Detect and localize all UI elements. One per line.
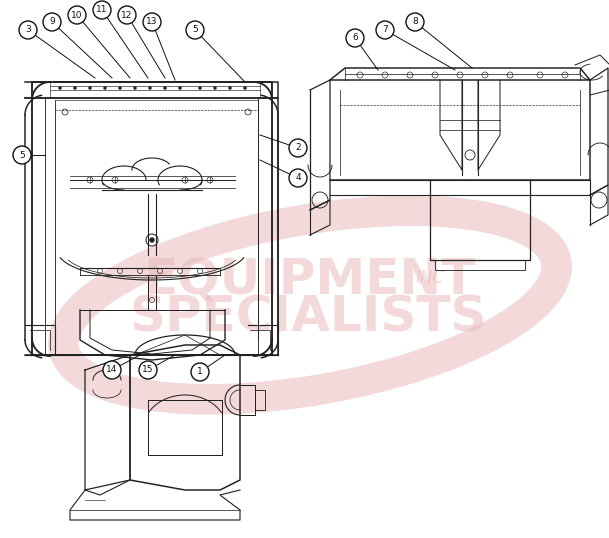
Text: 8: 8 (412, 18, 418, 26)
Text: 5: 5 (192, 25, 198, 34)
Text: 4: 4 (295, 173, 301, 182)
Circle shape (74, 87, 77, 89)
Text: 11: 11 (96, 5, 108, 15)
Text: 12: 12 (121, 11, 133, 19)
Circle shape (289, 139, 307, 157)
Circle shape (149, 237, 155, 243)
Circle shape (13, 146, 31, 164)
Text: 6: 6 (352, 33, 358, 43)
Circle shape (199, 87, 202, 89)
Circle shape (58, 87, 62, 89)
Circle shape (191, 363, 209, 381)
Text: 3: 3 (25, 25, 31, 34)
Circle shape (149, 87, 152, 89)
Text: 7: 7 (382, 25, 388, 34)
Text: EQUIPMENT: EQUIPMENT (144, 256, 476, 304)
Text: 1: 1 (197, 367, 203, 377)
Circle shape (214, 87, 217, 89)
Text: 5: 5 (19, 151, 25, 159)
Text: 10: 10 (71, 11, 83, 19)
Text: 14: 14 (107, 365, 118, 374)
Circle shape (118, 6, 136, 24)
Circle shape (406, 13, 424, 31)
Circle shape (244, 87, 247, 89)
Text: 2: 2 (295, 144, 301, 152)
Circle shape (346, 29, 364, 47)
Text: SPECIALISTS: SPECIALISTS (129, 294, 487, 342)
Text: INC: INC (415, 269, 445, 287)
Text: 13: 13 (146, 18, 158, 26)
Circle shape (289, 169, 307, 187)
Circle shape (163, 87, 166, 89)
Circle shape (376, 21, 394, 39)
Circle shape (103, 361, 121, 379)
Circle shape (143, 13, 161, 31)
Text: 9: 9 (49, 18, 55, 26)
Text: 15: 15 (143, 365, 153, 374)
Circle shape (186, 21, 204, 39)
Circle shape (88, 87, 91, 89)
Circle shape (178, 87, 181, 89)
Circle shape (19, 21, 37, 39)
Circle shape (104, 87, 107, 89)
Circle shape (133, 87, 136, 89)
Circle shape (43, 13, 61, 31)
Circle shape (119, 87, 122, 89)
Circle shape (228, 87, 231, 89)
Circle shape (93, 1, 111, 19)
Circle shape (139, 361, 157, 379)
Circle shape (68, 6, 86, 24)
